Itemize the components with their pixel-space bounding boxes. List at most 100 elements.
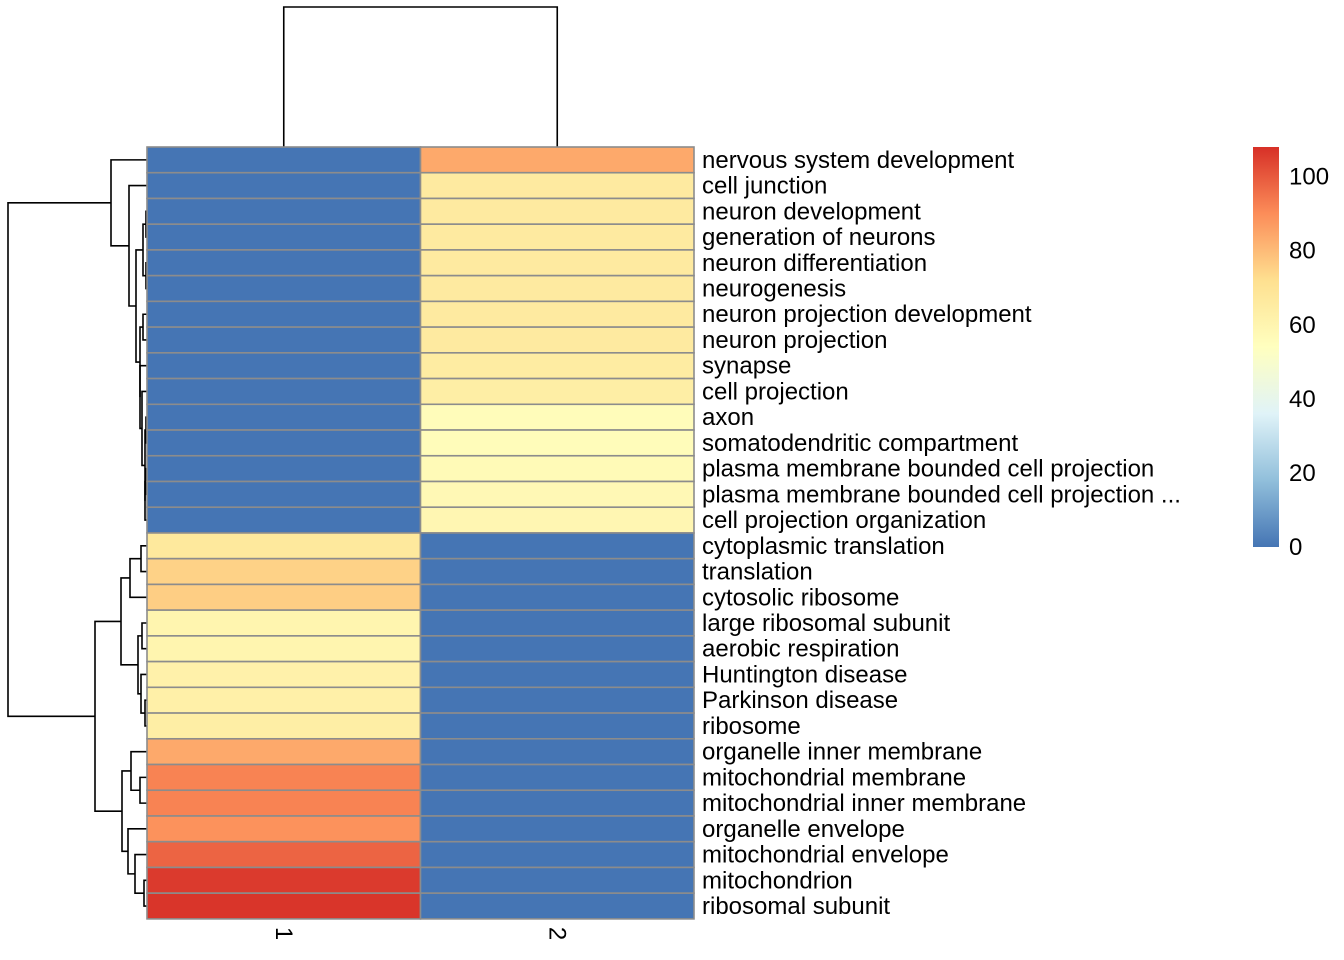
legend-color-bar: [1253, 147, 1279, 547]
dendrogram-branch: [94, 620, 122, 812]
heatmap-cell: [146, 506, 422, 534]
heatmap-cell: [419, 146, 695, 174]
dendrogram-branch: [282, 6, 559, 147]
heatmap-cell: [419, 660, 695, 689]
dendrogram-branch: [144, 429, 146, 501]
heatmap-cell: [146, 300, 422, 328]
legend-tick-label: 0: [1289, 534, 1302, 561]
heatmap-cell: [419, 609, 695, 637]
heatmap-cell: [419, 763, 695, 792]
dendrogram-branch: [129, 557, 147, 599]
row-label: synapse: [702, 353, 791, 380]
row-label: cell projection organization: [702, 507, 986, 534]
heatmap-cell: [146, 532, 422, 560]
heatmap-cell: [419, 866, 695, 894]
legend-tick-label: 100: [1289, 164, 1329, 191]
row-label: plasma membrane bounded cell projection …: [702, 481, 1181, 508]
row-label: mitochondrial membrane: [702, 764, 966, 791]
heatmap-cell: [419, 840, 695, 869]
heatmap-cell: [146, 429, 422, 457]
row-label: ribosomal subunit: [702, 893, 890, 920]
row-label: neuron projection: [702, 327, 887, 354]
row-label: neuron projection development: [702, 301, 1032, 328]
row-dendrogram: [7, 159, 147, 907]
heatmap-cell: [146, 635, 422, 663]
heatmap-cell: [146, 712, 422, 740]
heatmap-cell: [146, 763, 422, 792]
row-label: mitochondrial inner membrane: [702, 790, 1026, 817]
legend-ticks: 0 20 40 60 80 100: [1289, 164, 1329, 561]
heatmap-cell: [419, 274, 695, 303]
heatmap-cell: [419, 352, 695, 380]
dendrogram-branch: [128, 184, 147, 307]
heatmap-cell: [419, 197, 695, 225]
dendrogram-branch: [121, 770, 131, 853]
row-label: organelle inner membrane: [702, 739, 982, 766]
row-label: Parkinson disease: [702, 687, 898, 714]
heatmap-cell: [419, 377, 695, 406]
heatmap-cell: [419, 712, 695, 740]
row-label: cytoplasmic translation: [702, 533, 945, 560]
row-label: cytosolic ribosome: [702, 584, 899, 611]
dendrogram-branch: [139, 326, 143, 398]
heatmap-cell: [419, 892, 695, 920]
heatmap-cell: [146, 583, 422, 611]
dendrogram-branch: [134, 853, 147, 894]
heatmap-cell: [146, 454, 422, 483]
heatmap-cell: [419, 480, 695, 509]
row-label: organelle envelope: [702, 816, 905, 843]
heatmap-cells: [146, 146, 695, 920]
heatmap-cell: [146, 146, 422, 174]
heatmap-cell: [146, 815, 422, 843]
heatmap-cell: [419, 403, 695, 431]
heatmap-cell: [419, 326, 695, 354]
heatmap-cell: [419, 686, 695, 714]
heatmap-cell: [419, 300, 695, 328]
row-label: somatodendritic compartment: [702, 430, 1018, 457]
dendrogram-branch: [127, 828, 147, 875]
heatmap-cell: [146, 197, 422, 225]
dendrogram-branch: [130, 750, 147, 792]
column-label: 2: [543, 927, 570, 940]
row-label: cell projection: [702, 378, 849, 405]
heatmap-cell: [146, 480, 422, 509]
row-label: nervous system development: [702, 147, 1014, 174]
heatmap-cell: [146, 249, 422, 277]
column-dendrogram: [282, 6, 559, 147]
heatmap-cell: [146, 274, 422, 303]
row-label: neurogenesis: [702, 276, 846, 303]
row-label: ribosome: [702, 713, 801, 740]
heatmap-cell: [146, 171, 422, 200]
heatmap-cell: [146, 866, 422, 894]
row-label: Huntington disease: [702, 661, 907, 688]
row-label: plasma membrane bounded cell projection: [702, 456, 1154, 483]
heatmap-cell: [419, 737, 695, 766]
heatmap-cell: [146, 557, 422, 586]
row-label: mitochondrial envelope: [702, 842, 949, 869]
heatmap-cell: [146, 377, 422, 406]
row-label: cell junction: [702, 173, 827, 200]
heatmap-cell: [419, 789, 695, 817]
dendrogram-branch: [7, 202, 111, 718]
dendrogram-branch: [139, 776, 147, 804]
heatmap-cell: [419, 429, 695, 457]
color-legend: 0 20 40 60 80 100: [1253, 147, 1329, 561]
row-label: neuron differentiation: [702, 250, 927, 277]
heatmap-cell: [146, 403, 422, 431]
dendrogram-branch: [140, 673, 147, 714]
legend-tick-label: 20: [1289, 460, 1316, 487]
legend-tick-label: 80: [1289, 238, 1316, 265]
heatmap-cell: [146, 326, 422, 354]
heatmap-cell: [419, 557, 695, 586]
heatmap-cell: [419, 635, 695, 663]
row-label: neuron development: [702, 198, 921, 225]
heatmap-cell: [146, 352, 422, 380]
row-label: large ribosomal subunit: [702, 610, 950, 637]
heatmap-cell: [419, 249, 695, 277]
heatmap-cell: [419, 532, 695, 560]
legend-tick-label: 40: [1289, 386, 1316, 413]
heatmap-cell: [419, 583, 695, 611]
